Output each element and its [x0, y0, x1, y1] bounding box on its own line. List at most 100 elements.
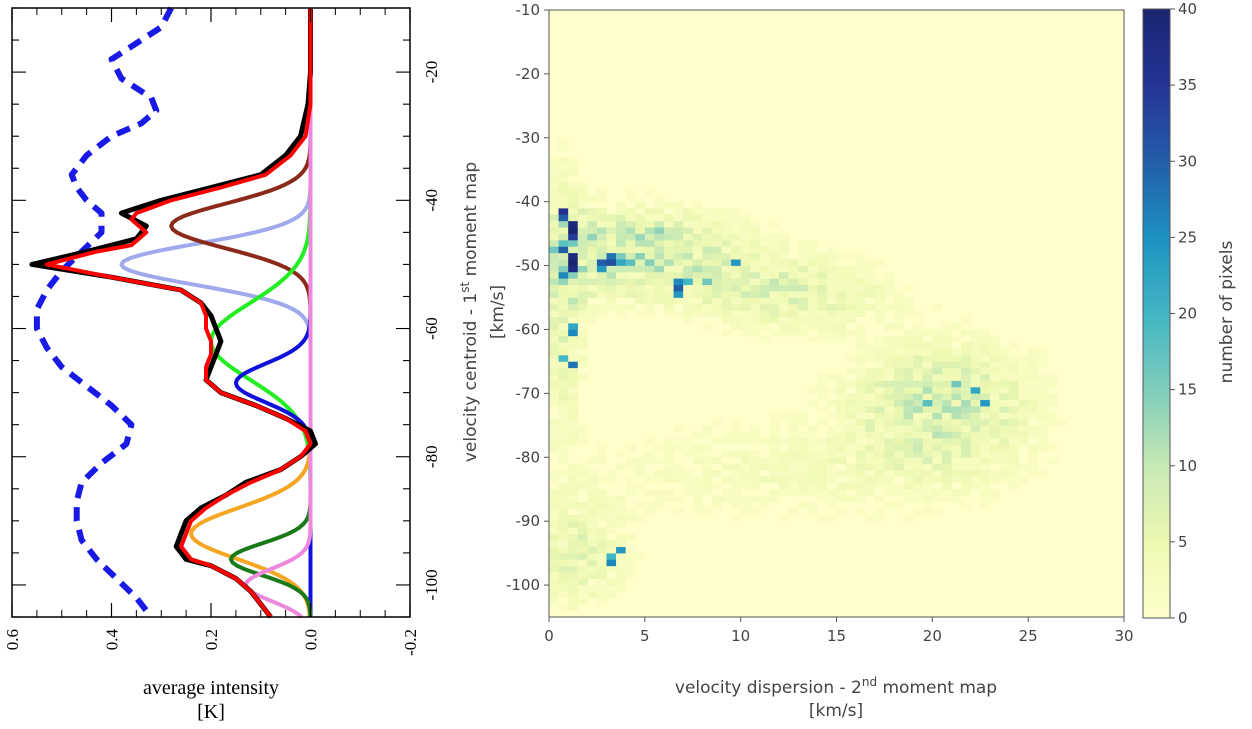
heatmap-cell: [549, 323, 559, 330]
heatmap-cell: [989, 335, 1000, 343]
heatmap-cell: [549, 386, 559, 394]
heatmap-cell: [549, 553, 559, 560]
heatmap-cell: [961, 412, 971, 420]
heatmap-cell: [884, 482, 895, 490]
heatmap-cell: [577, 482, 588, 490]
heatmap-cell: [817, 297, 828, 305]
heatmap-cell: [836, 297, 847, 305]
heatmap-cell: [721, 316, 732, 324]
heatmap-cell: [596, 546, 607, 554]
heatmap-cell: [683, 271, 694, 279]
heatmap-cell: [769, 329, 780, 337]
heatmap-cell: [1047, 457, 1058, 464]
heatmap-cell: [625, 533, 636, 541]
colorbar-tick-label: 25: [1178, 228, 1197, 246]
heatmap-cell: [568, 182, 579, 190]
heatmap-cell: [568, 438, 579, 445]
heatmap-cell: [807, 501, 818, 509]
heatmap-cell: [664, 457, 674, 464]
heatmap-cell: [884, 393, 895, 401]
heatmap-cell: [606, 233, 617, 241]
heatmap-cell: [989, 380, 1000, 388]
heatmap-cell: [980, 450, 991, 458]
heatmap-cell: [635, 278, 646, 286]
heatmap-cell: [855, 399, 866, 407]
heatmap-cell: [549, 348, 559, 356]
heatmap-cell: [740, 457, 751, 464]
heatmap-cell: [903, 393, 914, 401]
heatmap-cell: [922, 342, 933, 349]
heatmap-cell: [1047, 444, 1058, 452]
heatmap-cell: [558, 233, 569, 241]
heatmap-cell: [903, 374, 914, 381]
heatmap-cell: [711, 252, 722, 260]
heatmap-cell: [596, 553, 607, 560]
heatmap-cell: [558, 585, 569, 592]
heatmap-cell: [568, 380, 579, 388]
heatmap-cell: [568, 393, 579, 401]
heatmap-cell: [549, 182, 559, 190]
heatmap-cell: [587, 233, 598, 241]
heatmap-cell: [855, 418, 866, 426]
heatmap-cell: [750, 252, 761, 260]
heatmap-cell: [731, 310, 741, 317]
heatmap-cell: [558, 265, 569, 273]
heatmap-cell: [788, 310, 799, 317]
heatmap-cell: [807, 508, 818, 516]
heatmap-cell: [731, 246, 741, 254]
spectrum-panel: 0.6 0.4 0.2 0.0 -0.2-20-40-60-80-100 average…: [3, 6, 441, 723]
heatmap-cell: [664, 265, 674, 273]
heatmap-cell: [1009, 418, 1019, 426]
heatmap-cell: [922, 476, 933, 484]
dispersion-axis-unit: [km/s]: [809, 701, 863, 721]
heatmap-cell: [836, 425, 847, 433]
heatmap-cell: [961, 418, 971, 426]
heatmap-cell: [711, 297, 722, 305]
heatmap-cell: [980, 361, 991, 369]
heatmap-cell: [865, 265, 876, 273]
heatmap-cell: [558, 355, 569, 362]
heatmap-cell: [1037, 406, 1048, 413]
heatmap-cell: [549, 240, 559, 247]
heatmap-cell: [798, 278, 809, 286]
heatmap-cell: [941, 495, 952, 503]
heatmap-cell: [673, 310, 684, 317]
heatmap-cell: [807, 316, 818, 324]
heatmap-cell: [644, 214, 655, 222]
heatmap-cell: [692, 233, 703, 241]
heatmap-cell: [616, 546, 626, 554]
heatmap-cell: [625, 259, 636, 266]
intensity-tick-label: 0.6: [3, 629, 22, 650]
heatmap-cell: [970, 463, 981, 471]
heatmap-cell: [740, 240, 751, 247]
heatmap-cell: [606, 227, 617, 234]
heatmap-cell: [596, 233, 607, 241]
heatmap-cell: [711, 265, 722, 273]
heatmap-cell: [865, 374, 876, 381]
heatmap-cell: [596, 572, 607, 579]
heatmap-cell: [865, 450, 876, 458]
heatmap-cell: [874, 361, 885, 369]
heatmap-cell: [606, 585, 617, 592]
heatmap-cell: [596, 214, 607, 222]
heatmap-cell: [980, 418, 991, 426]
heatmap-cell: [779, 323, 789, 330]
heatmap-cell: [941, 412, 952, 420]
heatmap-cell: [865, 278, 876, 286]
heatmap-cell: [846, 463, 856, 471]
dispersion-tick-label: 25: [1019, 627, 1038, 645]
heatmap-cell: [769, 265, 780, 273]
heatmap-cell: [750, 271, 761, 279]
heatmap-cell: [549, 591, 559, 599]
heatmap-cell: [692, 310, 703, 317]
heatmap-cell: [961, 501, 971, 509]
heatmap-cell: [941, 425, 952, 433]
heatmap-cell: [951, 380, 962, 388]
heatmap-cell: [826, 374, 837, 381]
heatmap-cell: [807, 323, 818, 330]
heatmap-cell: [855, 323, 866, 330]
heatmap-cell: [961, 348, 971, 356]
centroid-axis-label-group: velocity centroid - 1st moment map: [458, 162, 481, 462]
heatmap-cell: [779, 316, 789, 324]
dispersion-tick-label: 20: [923, 627, 942, 645]
